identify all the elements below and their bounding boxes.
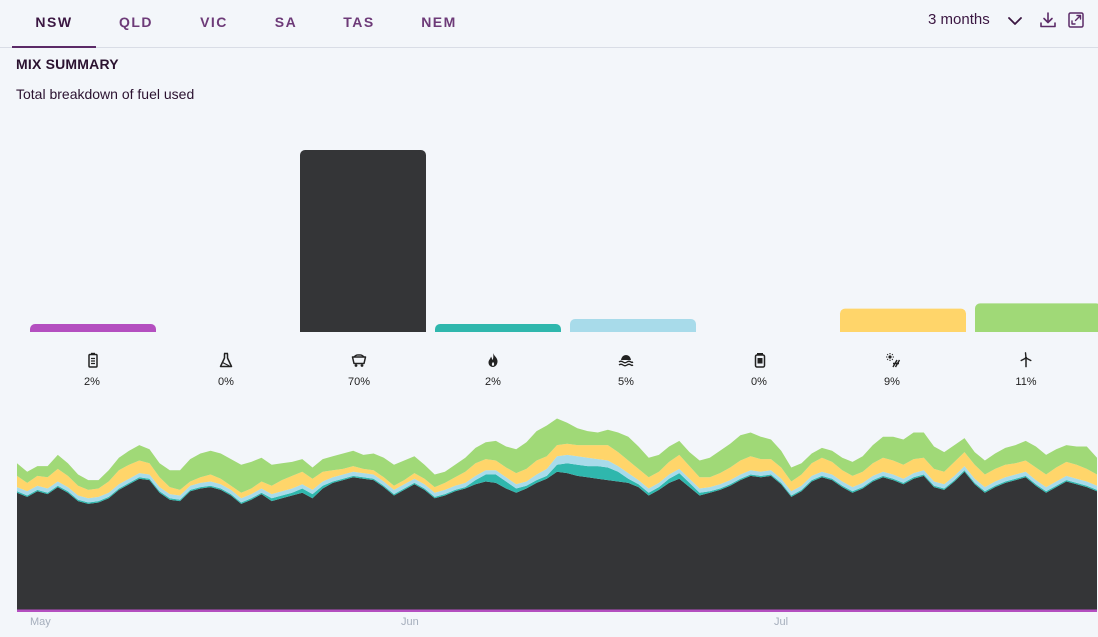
bar-label-liquid: 0% [218,376,234,388]
wind-turbine-icon [1020,352,1032,368]
expand-icon[interactable] [1066,10,1086,30]
period-select-label[interactable]: 3 months [928,11,990,28]
bar-label-gas: 2% [485,376,501,388]
tab-vic[interactable]: VIC [200,14,228,30]
area-series-gas[interactable] [17,463,1097,504]
mix-summary-subtitle: Total breakdown of fuel used [16,86,195,102]
solar-panel-icon [886,353,901,368]
x-axis-label-jul: Jul [774,616,789,628]
area-series-battery[interactable] [17,609,1097,612]
bar-wind[interactable] [975,303,1098,338]
tab-sa[interactable]: SA [274,14,298,30]
bar-baseline-mask [0,332,1098,340]
tab-tas[interactable]: TAS [343,14,375,30]
x-axis-label-may: May [30,616,51,628]
bar-label-hydro: 5% [618,376,634,388]
mix-summary-title: MIX SUMMARY [16,56,119,72]
hydro-wave-icon [618,355,634,367]
region-tab-bar: NSW QLD VIC SA TAS NEM 3 months [0,0,1098,48]
battery-icon [88,352,98,368]
flame-icon [488,353,498,367]
area-series-solar[interactable] [17,443,1097,499]
bar-label-coal: 70% [347,376,371,388]
fuel-mix-bar-chart [0,150,1098,340]
bar-label-wind: 11% [1015,376,1037,388]
bar-label-other: 0% [751,376,767,388]
bar-label-solar: 9% [884,376,900,388]
area-series-coal[interactable] [17,471,1097,611]
tab-qld[interactable]: QLD [118,14,154,30]
x-axis-label-jun: Jun [401,616,419,628]
tab-nsw[interactable]: NSW [12,0,96,48]
bar-coal[interactable] [300,150,426,338]
download-icon[interactable] [1038,10,1058,30]
area-series-wind[interactable] [17,418,1097,493]
bar-label-battery: 2% [84,376,100,388]
storage-can-icon [754,353,766,368]
flask-icon [219,352,233,368]
tab-nem[interactable]: NEM [421,14,457,30]
area-series-hydro[interactable] [17,454,1097,503]
chevron-down-icon[interactable] [1006,12,1024,30]
bar-solar[interactable] [840,308,966,338]
coal-cart-icon [351,354,367,367]
